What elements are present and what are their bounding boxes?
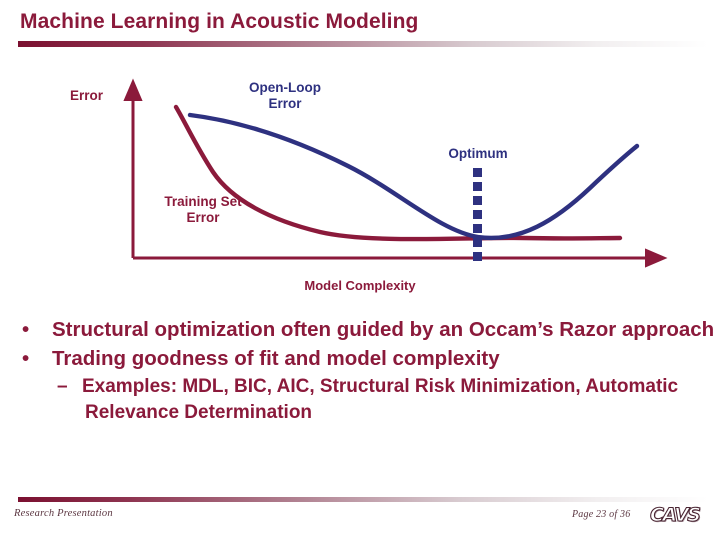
open-loop-error-label: Open-Loop Error: [228, 80, 342, 112]
training-set-error-label: Training Set Error: [148, 194, 258, 226]
footer-divider: [18, 497, 708, 502]
bullet-item: • Structural optimization often guided b…: [0, 316, 720, 343]
bullet-marker-icon: •: [22, 318, 30, 341]
open-loop-error-label-line1: Open-Loop: [249, 80, 321, 95]
chart-container: Error Open-Loop Error Optimum Training S…: [0, 60, 720, 305]
training-set-error-label-line1: Training Set: [164, 194, 242, 209]
bullet-item: • Trading goodness of fit and model comp…: [0, 345, 720, 372]
optimum-dotted-line: [473, 168, 482, 261]
sub-bullet-dash-icon: –: [57, 376, 68, 397]
training-set-error-label-line2: Error: [186, 209, 220, 225]
error-vs-complexity-plot: [123, 78, 668, 268]
bullet-text: Trading goodness of fit and model comple…: [52, 347, 500, 370]
title-divider: [18, 41, 708, 47]
footer-presentation-name: Research Presentation: [14, 508, 113, 519]
cavs-logo: CAVS: [649, 503, 701, 526]
bullet-text: Structural optimization often guided by …: [52, 318, 715, 341]
sub-bullet-text: Examples: MDL, BIC, AIC, Structural Risk…: [82, 376, 679, 423]
training-set-error-curve: [173, 104, 623, 242]
x-axis-label: Model Complexity: [304, 278, 416, 293]
optimum-label: Optimum: [448, 146, 508, 161]
footer-page-number: Page 23 of 36: [572, 509, 631, 520]
open-loop-error-label-line2: Error: [268, 95, 302, 111]
sub-bullet-item: – Examples: MDL, BIC, AIC, Structural Ri…: [0, 374, 720, 426]
bullet-marker-icon: •: [22, 347, 30, 370]
page-title: Machine Learning in Acoustic Modeling: [20, 10, 419, 33]
bullet-list: • Structural optimization often guided b…: [0, 316, 720, 426]
y-axis-label: Error: [70, 88, 104, 103]
open-loop-error-curve: [187, 112, 640, 241]
